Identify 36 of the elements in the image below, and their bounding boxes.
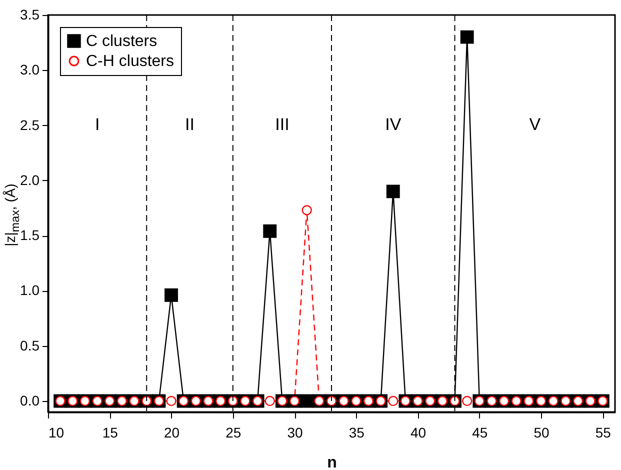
point — [164, 288, 178, 302]
point — [263, 224, 277, 238]
point — [302, 205, 312, 216]
x-tick-label: 35 — [348, 424, 365, 440]
y-tick-label: 0.0 — [20, 392, 40, 408]
annotation: I — [94, 115, 100, 134]
point — [264, 396, 275, 406]
annotation: II — [185, 115, 194, 134]
y-tick-label: 2.0 — [20, 172, 40, 188]
x-axis-title: n — [327, 454, 337, 470]
x-tick-label: 50 — [534, 424, 550, 440]
point — [300, 394, 314, 408]
point — [386, 184, 400, 198]
y-tick-label: 0.5 — [20, 337, 40, 354]
x-tick-label: 45 — [472, 424, 488, 440]
x-tick-label: 15 — [102, 424, 118, 440]
point — [460, 30, 474, 44]
y-tick-label: 3.5 — [20, 6, 40, 22]
y-tick-label: 3.0 — [20, 62, 40, 78]
x-tick-label: 30 — [287, 424, 304, 440]
point — [388, 396, 398, 406]
x-tick-label: 55 — [595, 424, 612, 440]
annotation: III — [275, 115, 290, 134]
legend-label: C-H clusters — [86, 53, 174, 70]
y-tick-label: 1.0 — [20, 282, 40, 298]
point — [166, 396, 176, 406]
x-tick-label: 25 — [226, 424, 242, 440]
annotation: V — [529, 115, 542, 134]
y-tick-label: 1.5 — [20, 227, 40, 244]
x-tick-label: 10 — [48, 424, 64, 440]
x-tick-label: 20 — [164, 424, 180, 440]
y-tick-label: 2.5 — [20, 116, 40, 133]
x-tick-label: 40 — [410, 424, 426, 440]
legend-label: C clusters — [86, 33, 158, 50]
annotation: IV — [385, 115, 402, 134]
point — [462, 396, 472, 406]
